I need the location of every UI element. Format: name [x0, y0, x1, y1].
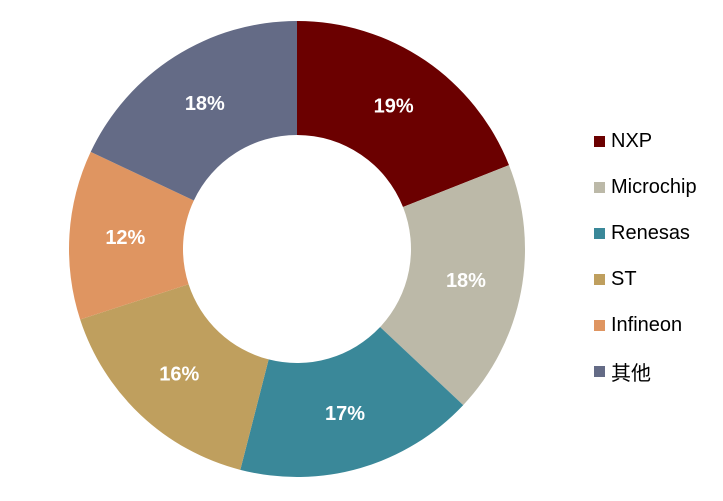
legend-label: ST [611, 267, 637, 290]
legend-label: 其他 [611, 362, 651, 385]
legend-swatch [594, 227, 605, 239]
slice-label-nxp: 19% [374, 96, 414, 118]
slice-others [90, 21, 297, 201]
slice-microchip [380, 165, 525, 406]
legend-item-others: 其他 [594, 348, 697, 394]
legend-item-st: ST [594, 256, 697, 302]
slice-label-renesas: 17% [325, 403, 365, 425]
legend-swatch [594, 273, 605, 285]
slice-st [80, 284, 269, 470]
slice-label-others: 18% [185, 93, 225, 115]
legend-item-renesas: Renesas [594, 210, 697, 256]
legend-item-infineon: Infineon [594, 302, 697, 348]
slice-renesas [240, 327, 464, 477]
legend-label: NXP [611, 129, 653, 152]
legend-swatch [594, 319, 605, 331]
legend-swatch [594, 181, 605, 193]
legend-item-nxp: NXP [594, 118, 697, 164]
legend-label: Microchip [611, 175, 697, 198]
legend-label: Renesas [611, 221, 690, 244]
slice-label-st: 16% [159, 363, 199, 385]
slice-infineon [68, 151, 194, 320]
legend-swatch [594, 365, 605, 377]
legend-label: Infineon [611, 313, 683, 336]
chart-legend: NXP Microchip Renesas ST Infineon 其他 [594, 118, 697, 394]
slice-label-infineon: 12% [105, 227, 145, 249]
legend-item-microchip: Microchip [594, 164, 697, 210]
legend-swatch [594, 135, 605, 147]
slice-nxp [297, 21, 509, 208]
slice-label-microchip: 18% [446, 270, 486, 292]
